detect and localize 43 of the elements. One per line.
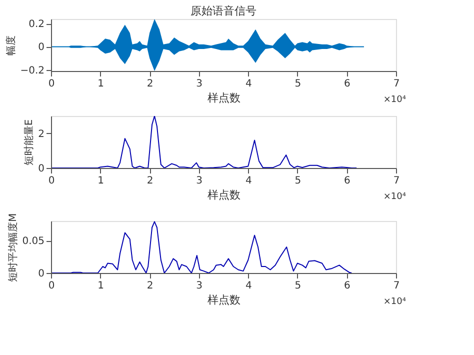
x-tick-label: 4 (245, 78, 252, 90)
x-tick-label: 6 (344, 176, 350, 186)
x-axis-title: 样点数 (208, 92, 240, 104)
x-tick-label: 6 (344, 280, 350, 292)
x-tick-label: 2 (146, 176, 154, 186)
x-tick-label: 3 (196, 176, 203, 186)
x-tick-label: 7 (393, 78, 400, 90)
text: ×10⁴ (383, 95, 406, 105)
text: ×10⁴ (383, 192, 406, 202)
x-tick-label: 5 (294, 280, 302, 292)
y-tick-label: 0 (38, 268, 44, 280)
x-tick-label: 0 (48, 78, 55, 90)
y-tick-label: 0.05 (22, 236, 44, 247)
y-tick-label: 2 (38, 128, 44, 140)
x-tick-label: 6 (344, 78, 350, 90)
x-tick-label: 2 (146, 78, 154, 90)
x-tick-label: 4 (245, 176, 252, 186)
y-tick-label: 0 (38, 164, 44, 174)
y-tick-label: 0 (38, 42, 44, 54)
x-tick-label: 4 (245, 280, 252, 292)
line-series (51, 116, 358, 168)
x-tick-label: 5 (294, 78, 302, 90)
x-axis-title: 样点数 (208, 294, 240, 306)
y-tick-label: −0.2 (20, 65, 44, 76)
chart-title: 原始语音信号 (190, 4, 256, 18)
line-series (51, 221, 352, 273)
y-axis-title: 幅度 (5, 36, 18, 56)
x-tick-label: 7 (393, 176, 400, 186)
y-axis-title: 短时能量E (23, 119, 36, 166)
y-axis-title: 短时平均幅度M (7, 213, 20, 282)
x-tick-label: 1 (98, 78, 104, 90)
x-tick-label: 1 (98, 176, 104, 186)
y-tick-label: 0.2 (28, 19, 44, 30)
x-tick-label: 7 (393, 280, 400, 292)
x-tick-label: 1 (98, 280, 104, 292)
x-axis-title: 样点数 (208, 188, 240, 202)
x-tick-label: 0 (48, 280, 55, 292)
x-tick-label: 3 (196, 280, 203, 292)
x-tick-label: 0 (48, 176, 55, 186)
text: ×10⁴ (383, 297, 406, 307)
x-tick-label: 5 (294, 176, 302, 186)
x-tick-label: 2 (146, 280, 154, 292)
x-tick-label: 3 (196, 78, 203, 90)
